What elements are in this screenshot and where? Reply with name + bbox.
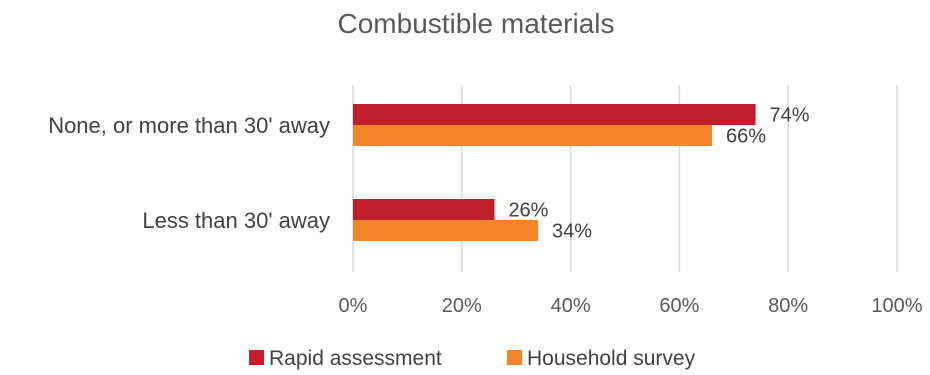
data-label-1-1: 34%	[552, 221, 592, 243]
bars	[353, 104, 756, 241]
legend-swatch-1	[507, 350, 522, 365]
legend-label-1: Household survey	[527, 347, 696, 370]
category-labels: None, or more than 30' away Less than 30'…	[48, 113, 330, 233]
x-axis-ticks: 0% 20% 40% 60% 80% 100%	[339, 295, 923, 317]
category-label-1: Less than 30' away	[142, 208, 330, 233]
legend-swatch-0	[249, 350, 264, 365]
data-label-0-0: 74%	[770, 105, 810, 127]
x-tick-label-20: 20%	[442, 295, 482, 317]
legend: Rapid assessment Household survey	[249, 347, 696, 370]
bar-rapid-assessment-1	[353, 199, 495, 220]
x-tick-label-100: 100%	[871, 295, 922, 317]
bar-household-survey-0	[353, 125, 713, 146]
category-label-0: None, or more than 30' away	[48, 113, 330, 138]
bar-household-survey-1	[353, 220, 538, 241]
chart-title: Combustible materials	[338, 8, 615, 39]
data-label-0-1: 26%	[508, 200, 548, 222]
x-tick-label-60: 60%	[659, 295, 699, 317]
data-labels: 74%66% 26%34%	[508, 105, 809, 243]
bar-rapid-assessment-0	[353, 104, 756, 125]
x-tick-label-80: 80%	[768, 295, 808, 317]
data-label-1-0: 66%	[726, 126, 766, 148]
x-tick-label-0: 0%	[339, 295, 368, 317]
x-tick-label-40: 40%	[551, 295, 591, 317]
legend-label-0: Rapid assessment	[269, 347, 442, 370]
